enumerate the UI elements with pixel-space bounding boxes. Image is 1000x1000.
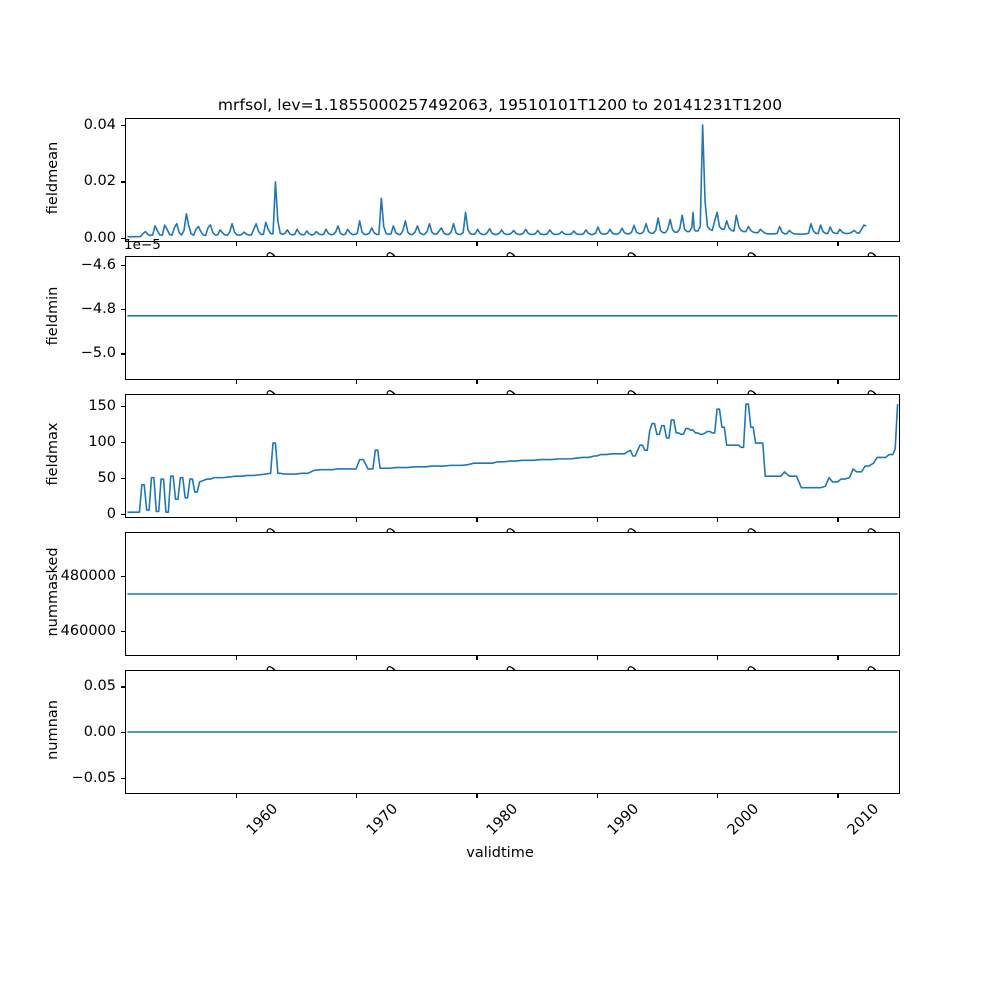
y-tick-mark	[121, 237, 125, 239]
y-tick-mark	[121, 405, 125, 407]
x-tick-mark	[476, 242, 478, 246]
y-axis-label-fieldmean: fieldmean	[45, 141, 61, 215]
y-tick-mark	[121, 686, 125, 688]
y-tick-label: −0.05	[71, 769, 116, 786]
y-tick-label: 0.05	[83, 678, 116, 695]
x-tick-mark	[235, 242, 237, 246]
axes-frame	[125, 256, 900, 380]
data-line-numnan	[127, 731, 898, 733]
y-tick-label: 150	[88, 397, 116, 414]
y-tick-label: −4.6	[80, 256, 116, 273]
y-tick-label: 0.04	[83, 117, 116, 134]
x-tick-mark	[717, 380, 719, 384]
x-tick-mark	[837, 242, 839, 246]
x-tick-mark	[356, 380, 358, 384]
y-axis-offset-text: 1e−5	[124, 237, 161, 253]
figure-title: mrfsol, lev=1.1855000257492063, 19510101…	[217, 96, 783, 114]
x-tick-mark	[356, 794, 358, 798]
y-tick-mark	[121, 477, 125, 479]
x-tick-mark	[235, 380, 237, 384]
x-tick-mark	[476, 380, 478, 384]
y-tick-mark	[121, 441, 125, 443]
y-axis-label-fieldmin: fieldmin	[45, 286, 61, 346]
y-tick-mark	[121, 777, 125, 779]
y-tick-label: 100	[88, 433, 116, 450]
subplot-numnan: 0.05 0.00 −0.05 1960 1970 1980 1990 2000 2010 num…	[45, 670, 900, 838]
x-tick-mark	[717, 656, 719, 660]
y-tick-label: −5.0	[80, 345, 116, 362]
x-tick-mark	[837, 518, 839, 522]
data-line-nummasked	[127, 593, 898, 595]
y-tick-label: 0.02	[83, 173, 116, 190]
y-tick-label: −4.8	[80, 301, 116, 318]
x-tick-mark	[476, 518, 478, 522]
x-tick-mark	[356, 518, 358, 522]
axes-frame	[125, 394, 900, 518]
y-tick-mark	[121, 576, 125, 578]
x-tick-mark	[596, 380, 598, 384]
x-tick-mark	[596, 518, 598, 522]
x-tick-mark	[596, 794, 598, 798]
y-tick-mark	[121, 309, 125, 311]
y-tick-mark	[121, 264, 125, 266]
x-tick-label: 1960	[243, 801, 281, 839]
y-tick-label: 0	[106, 505, 116, 522]
x-axis-label: validtime	[466, 845, 534, 861]
x-tick-mark	[717, 794, 719, 798]
x-tick-label: 1990	[604, 801, 642, 839]
x-tick-mark	[717, 242, 719, 246]
y-tick-mark	[121, 631, 125, 633]
subplot-nummasked: 460000480000196019701980199020002010numm…	[45, 532, 900, 700]
x-tick-mark	[596, 656, 598, 660]
y-tick-label: 480000	[60, 568, 116, 585]
y-tick-label: 0.00	[83, 229, 116, 246]
x-tick-mark	[476, 794, 478, 798]
y-tick-mark	[121, 353, 125, 355]
data-line-fieldmean	[127, 124, 867, 238]
y-tick-mark	[121, 513, 125, 515]
x-tick-mark	[356, 242, 358, 246]
x-tick-mark	[356, 656, 358, 660]
y-axis-label-numnan: numnan	[45, 700, 61, 760]
x-tick-label: 2000	[724, 801, 763, 839]
x-tick-mark	[596, 242, 598, 246]
x-tick-mark	[837, 380, 839, 384]
y-axis-label-nummasked: nummasked	[45, 547, 61, 637]
x-tick-mark	[235, 518, 237, 522]
y-axis-label-fieldmax: fieldmax	[45, 422, 61, 486]
x-tick-mark	[837, 794, 839, 798]
y-tick-mark	[121, 732, 125, 734]
subplot-fieldmin: −4.6−4.8−5.0196019701980199020002010fiel…	[45, 237, 900, 424]
data-line-fieldmin	[127, 314, 898, 317]
y-tick-mark	[121, 125, 125, 127]
subplot-fieldmax: 050100150196019701980199020002010fieldma…	[45, 394, 900, 562]
axes-frame	[125, 118, 900, 242]
x-tick-mark	[235, 794, 237, 798]
x-tick-mark	[476, 656, 478, 660]
y-tick-mark	[121, 181, 125, 183]
x-tick-label: 1980	[484, 801, 522, 839]
x-tick-label: 2010	[845, 801, 883, 839]
data-line-fieldmax	[127, 403, 899, 514]
y-tick-label: 460000	[60, 623, 116, 640]
subplot-fieldmean: 0.000.020.04196019701980199020002010fiel…	[45, 117, 900, 286]
y-tick-label: 0.00	[83, 724, 116, 740]
y-tick-label: 50	[97, 469, 116, 486]
x-tick-mark	[235, 656, 237, 660]
x-tick-label: 1970	[363, 801, 402, 839]
x-tick-mark	[837, 656, 839, 660]
x-tick-mark	[717, 518, 719, 522]
